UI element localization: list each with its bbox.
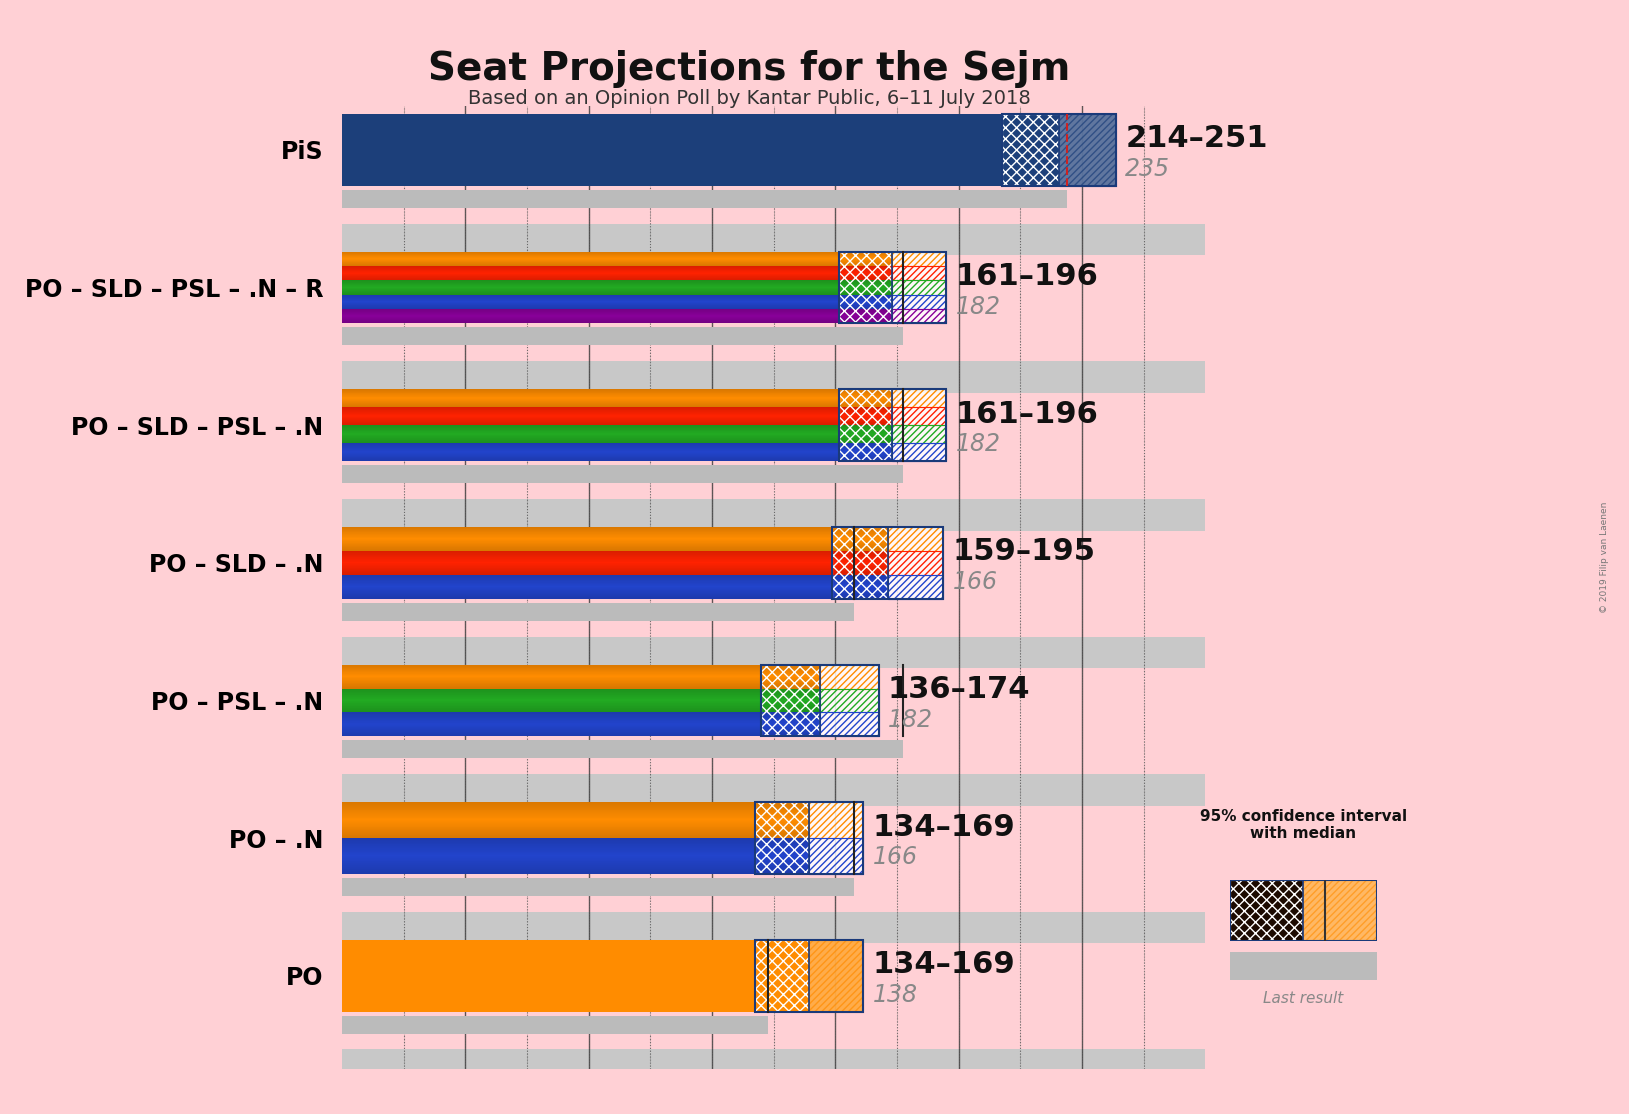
Bar xyxy=(893,390,946,408)
Bar xyxy=(342,1049,1205,1082)
Bar xyxy=(893,443,946,461)
Bar xyxy=(756,802,863,874)
Bar xyxy=(819,713,878,736)
Bar xyxy=(832,527,888,598)
Bar xyxy=(342,636,1205,668)
Bar xyxy=(342,114,1002,186)
Bar xyxy=(839,390,893,461)
Bar xyxy=(888,527,943,551)
Bar xyxy=(810,940,863,1012)
Text: Seat Projections for the Sejm: Seat Projections for the Sejm xyxy=(428,50,1070,88)
Bar xyxy=(810,802,863,838)
Text: 136–174: 136–174 xyxy=(888,675,1031,704)
Bar xyxy=(893,390,946,461)
Bar xyxy=(893,295,946,309)
Bar xyxy=(810,802,863,874)
Text: 166: 166 xyxy=(953,570,997,594)
Bar xyxy=(893,309,946,323)
Bar xyxy=(888,551,943,575)
Bar xyxy=(893,252,946,266)
Bar xyxy=(756,940,810,1012)
Bar xyxy=(342,499,1205,530)
Bar xyxy=(1002,114,1059,186)
Bar xyxy=(342,1016,767,1034)
Text: 161–196: 161–196 xyxy=(956,262,1098,291)
Bar xyxy=(839,252,946,323)
Text: 182: 182 xyxy=(888,707,933,732)
Bar xyxy=(819,665,878,736)
Text: 134–169: 134–169 xyxy=(873,812,1015,842)
Bar xyxy=(1303,880,1377,941)
Text: 159–195: 159–195 xyxy=(953,537,1096,566)
Bar xyxy=(756,802,810,874)
Bar xyxy=(342,361,1205,393)
Text: Last result: Last result xyxy=(1262,991,1344,1006)
Bar xyxy=(1303,880,1377,941)
Text: 166: 166 xyxy=(873,846,917,869)
Text: 134–169: 134–169 xyxy=(873,950,1015,979)
Bar xyxy=(1230,880,1303,941)
Bar xyxy=(342,741,902,759)
Text: 138: 138 xyxy=(873,983,917,1007)
Bar xyxy=(342,189,1067,207)
Text: 161–196: 161–196 xyxy=(956,400,1098,429)
Bar xyxy=(761,665,878,736)
Bar xyxy=(342,940,756,1012)
Bar xyxy=(761,665,819,736)
Bar xyxy=(888,527,943,598)
Bar xyxy=(1059,114,1116,186)
Bar xyxy=(342,603,854,620)
Bar xyxy=(342,912,1205,944)
Bar xyxy=(832,527,943,598)
Bar xyxy=(888,575,943,598)
Bar xyxy=(893,408,946,426)
Bar xyxy=(810,940,863,1012)
Bar xyxy=(342,774,1205,805)
Bar xyxy=(810,838,863,874)
Bar xyxy=(893,252,946,323)
Bar xyxy=(756,940,810,1012)
Text: 235: 235 xyxy=(1126,157,1170,182)
Bar xyxy=(1059,114,1116,186)
Bar xyxy=(839,252,893,323)
Bar xyxy=(342,328,902,345)
Bar xyxy=(342,878,854,896)
Bar xyxy=(342,466,902,483)
Bar xyxy=(1002,114,1059,186)
Bar xyxy=(839,390,946,461)
Bar xyxy=(1230,880,1303,941)
Bar xyxy=(819,665,878,688)
Bar xyxy=(1002,114,1116,186)
Bar xyxy=(756,940,863,1012)
Bar xyxy=(893,266,946,281)
Text: 214–251: 214–251 xyxy=(1126,125,1267,154)
Bar xyxy=(893,281,946,295)
Bar xyxy=(819,688,878,713)
Text: 95% confidence interval
with median: 95% confidence interval with median xyxy=(1199,809,1407,841)
Text: © 2019 Filip van Laenen: © 2019 Filip van Laenen xyxy=(1600,501,1609,613)
Text: 182: 182 xyxy=(956,295,1000,319)
Text: 182: 182 xyxy=(956,432,1000,457)
Text: Based on an Opinion Poll by Kantar Public, 6–11 July 2018: Based on an Opinion Poll by Kantar Publi… xyxy=(468,89,1031,108)
Bar xyxy=(893,426,946,443)
Bar xyxy=(342,224,1205,255)
